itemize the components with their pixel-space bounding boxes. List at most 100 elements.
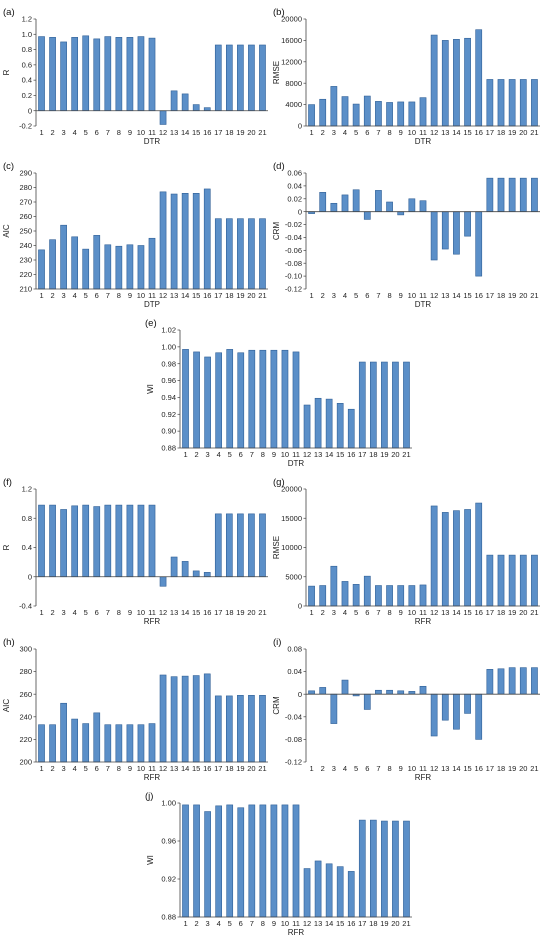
bar: [126, 504, 134, 578]
y-tick-label: 200: [19, 758, 32, 767]
x-tick-label: 6: [365, 608, 369, 617]
x-tick-label: 3: [332, 764, 336, 773]
chart-panel-4: (d) -0.12 -0.10 -0.08 -0.06 -0.04 -0.02 0 0.02 0.…: [272, 161, 540, 309]
bar: [475, 211, 483, 277]
bar: [341, 581, 349, 607]
y-tick-label: -0.06: [285, 246, 302, 255]
bar: [441, 693, 449, 721]
x-tick-label: 17: [214, 764, 222, 773]
x-tick-label: 5: [84, 608, 88, 617]
y-tick-label: 8000: [285, 79, 302, 88]
panel-label: (g): [273, 477, 285, 488]
y-tick-label: -0.2: [19, 122, 32, 131]
x-tick-label: 9: [128, 128, 132, 137]
x-tick-label: 20: [519, 128, 527, 137]
y-axis-label: CRM: [272, 222, 281, 241]
chart-panel-6: (f)-0.400.40.81.21 2 3 4 5 6 7 8 9 10 11 12 13 14 15 16…: [2, 477, 268, 626]
bar: [330, 565, 338, 607]
bar: [248, 44, 255, 112]
bar: [126, 244, 134, 290]
x-tick-label: 19: [236, 291, 244, 300]
x-tick-label: 21: [530, 128, 538, 137]
y-tick-label: 300: [19, 645, 32, 654]
x-tick-label: 4: [217, 919, 221, 928]
y-tick-label: 1.0: [22, 30, 32, 39]
x-tick-label: 8: [387, 608, 391, 617]
x-tick-label: 9: [272, 450, 276, 459]
bar: [71, 236, 79, 290]
x-tick-label: 2: [50, 128, 54, 137]
bar: [159, 576, 167, 587]
x-tick-label: 7: [376, 128, 380, 137]
x-tick-label: 6: [365, 764, 369, 773]
x-tick-label: 17: [486, 291, 494, 300]
x-tick-label: 4: [73, 291, 77, 300]
x-tick-label: 4: [343, 128, 347, 137]
y-tick-label: 12000: [281, 57, 302, 66]
bar: [430, 34, 438, 127]
bar: [270, 349, 278, 449]
x-tick-label: 4: [73, 764, 77, 773]
x-tick-label: 1: [309, 764, 313, 773]
y-tick-label: 0.88: [161, 444, 176, 453]
y-tick-label: 220: [19, 270, 32, 279]
x-tick-label: 5: [354, 128, 358, 137]
x-tick-label: 13: [441, 128, 449, 137]
x-tick-label: 14: [181, 764, 189, 773]
bar: [225, 513, 233, 578]
bar: [386, 201, 393, 212]
x-tick-label: 18: [497, 128, 505, 137]
bar: [259, 804, 267, 918]
x-tick-label: 8: [387, 128, 391, 137]
bar: [259, 695, 266, 763]
x-tick-label: 6: [95, 128, 99, 137]
y-tick-label: 1.2: [22, 485, 32, 494]
y-tick-label: -0.10: [285, 272, 302, 281]
bar: [397, 211, 405, 216]
bar: [352, 103, 360, 127]
x-tick-label: 17: [358, 450, 366, 459]
y-tick-label: 0.08: [287, 645, 302, 654]
y-tick-label: 0: [298, 690, 302, 699]
y-tick-label: 0: [28, 572, 32, 581]
bar: [508, 79, 516, 127]
x-tick-label: 12: [159, 608, 167, 617]
bar: [403, 820, 410, 918]
y-tick-label: 1.2: [22, 15, 32, 24]
bar: [248, 695, 255, 763]
x-axis-label: RFR: [415, 617, 432, 626]
x-tick-label: 11: [419, 608, 427, 617]
bar: [369, 361, 377, 449]
x-tick-label: 11: [148, 608, 156, 617]
y-tick-label: 220: [19, 735, 32, 744]
x-tick-label: 18: [369, 450, 377, 459]
x-tick-label: 15: [192, 608, 200, 617]
panel-label: (j): [145, 791, 153, 802]
x-tick-label: 9: [399, 291, 403, 300]
x-tick-label: 11: [419, 128, 427, 137]
x-tick-label: 1: [39, 128, 43, 137]
y-tick-label: 0.96: [161, 376, 176, 385]
x-tick-label: 8: [261, 450, 265, 459]
panel-label: (d): [273, 161, 285, 172]
bar: [82, 248, 90, 290]
x-tick-label: 10: [137, 608, 145, 617]
x-tick-label: 1: [183, 450, 187, 459]
bar: [60, 224, 67, 290]
bar: [363, 211, 371, 220]
x-tick-label: 7: [250, 919, 254, 928]
bar: [519, 177, 527, 212]
x-tick-label: 10: [408, 128, 416, 137]
y-tick-label: -0.04: [285, 233, 302, 242]
bar: [475, 502, 483, 607]
x-tick-label: 10: [137, 291, 145, 300]
y-tick-label: 0.2: [22, 91, 32, 100]
x-tick-label: 17: [486, 608, 494, 617]
x-tick-label: 7: [250, 450, 254, 459]
y-tick-label: -0.08: [285, 735, 302, 744]
bar: [203, 107, 211, 112]
x-tick-label: 4: [217, 450, 221, 459]
x-tick-label: 10: [408, 608, 416, 617]
x-tick-label: 3: [62, 764, 66, 773]
